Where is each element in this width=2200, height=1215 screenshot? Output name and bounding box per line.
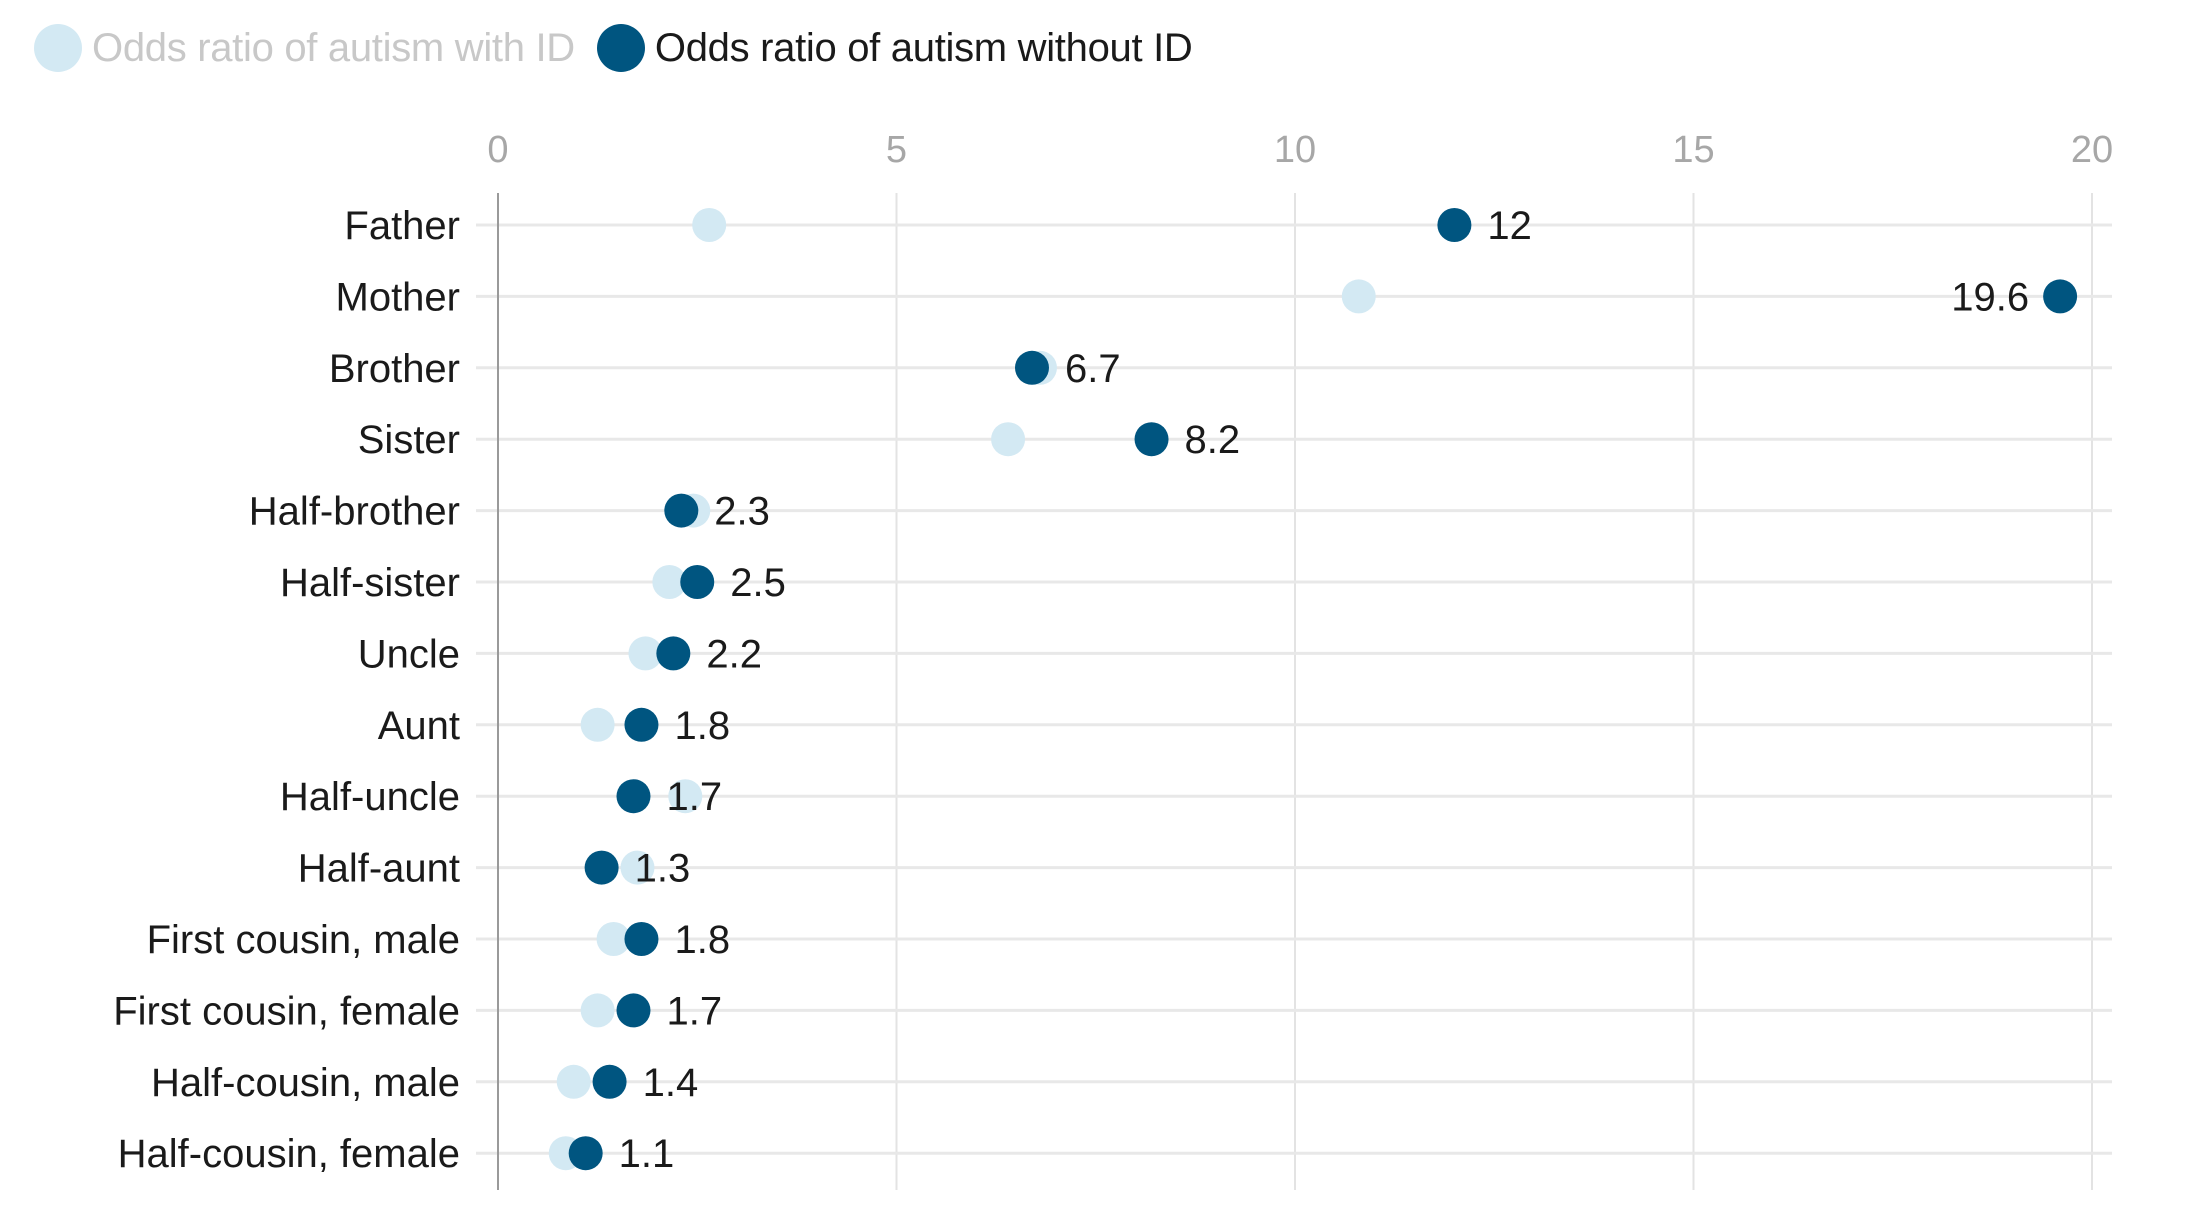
- x-axis: 0 5 10 15 20: [487, 129, 2113, 1190]
- value-label: 1.4: [643, 1061, 699, 1105]
- value-label: 1.7: [666, 775, 722, 819]
- x-tick-label-5: 5: [886, 129, 907, 171]
- dot-without-id: [656, 636, 691, 671]
- dot-without-id: [664, 493, 699, 528]
- dot-with-id: [668, 779, 703, 814]
- row-lines: [476, 223, 2112, 1155]
- dot-without-id: [1134, 422, 1169, 457]
- dot-without-id: [624, 707, 659, 742]
- dot-with-id: [628, 636, 663, 671]
- value-label: 1.7: [666, 989, 722, 1033]
- x-tick-label-0: 0: [487, 129, 508, 171]
- x-tick-label-15: 15: [1672, 129, 1714, 171]
- gridlines: [895, 193, 2093, 1190]
- x-tick-label-10: 10: [1274, 129, 1316, 171]
- legend-item-with-id[interactable]: Odds ratio of autism with ID: [34, 24, 575, 72]
- dot-without-id: [624, 922, 659, 956]
- value-label: 8.2: [1185, 418, 1241, 462]
- dot-with-id: [556, 1064, 591, 1099]
- category-label: First cousin, male: [147, 918, 460, 962]
- dot-with-id: [580, 707, 615, 742]
- legend-swatch-with-id: [34, 24, 82, 72]
- value-label: 2.2: [706, 632, 762, 676]
- x-tick-label-20: 20: [2071, 129, 2113, 171]
- dot-with-id: [991, 422, 1026, 457]
- category-label: Sister: [358, 418, 460, 462]
- category-label: Uncle: [358, 632, 460, 676]
- chart-legend: Odds ratio of autism with ID Odds ratio …: [34, 22, 1215, 74]
- category-label: Mother: [336, 275, 461, 319]
- data-points: [548, 208, 2078, 1171]
- value-label: 1.8: [674, 704, 730, 748]
- value-label: 1.3: [635, 847, 691, 891]
- value-label: 19.6: [1951, 275, 2029, 319]
- category-label: Aunt: [378, 704, 460, 748]
- dot-with-id: [620, 850, 655, 885]
- dot-without-id: [568, 1136, 603, 1171]
- legend-swatch-without-id: [596, 24, 645, 72]
- dot-without-id: [1437, 208, 1472, 242]
- value-labels: 12 19.6 6.7 8.2 2.3 2.5 2.2 1.8 1.7 1.3 1.8 1.7 1.4 1…: [619, 204, 2029, 1176]
- dot-with-id: [692, 208, 727, 242]
- dot-without-id: [616, 779, 651, 814]
- category-label: Half-cousin, female: [118, 1132, 460, 1176]
- dot-without-id: [616, 993, 651, 1028]
- value-label: 2.5: [730, 561, 786, 605]
- value-label: 6.7: [1065, 347, 1121, 391]
- category-label: Half-sister: [280, 561, 460, 605]
- category-label: Brother: [329, 347, 460, 391]
- legend-label-with-id: Odds ratio of autism with ID: [92, 25, 575, 70]
- value-label: 1.8: [674, 918, 730, 962]
- category-label: Half-cousin, male: [151, 1061, 460, 1105]
- value-label: 12: [1487, 204, 1532, 248]
- category-label: First cousin, female: [113, 989, 460, 1033]
- category-label: Half-uncle: [280, 775, 460, 819]
- category-label: Half-brother: [249, 490, 460, 534]
- dot-with-id: [596, 922, 631, 956]
- dot-without-id: [584, 850, 619, 885]
- dot-without-id: [1014, 350, 1049, 385]
- legend-label-without-id: Odds ratio of autism without ID: [654, 25, 1193, 70]
- dot-with-id: [1341, 279, 1376, 314]
- dot-with-id: [652, 565, 687, 599]
- category-labels: Father Mother Brother Sister Half-brother Hal…: [113, 204, 460, 1176]
- dot-with-id: [580, 993, 615, 1028]
- dot-without-id: [2043, 279, 2078, 314]
- value-label: 2.3: [714, 490, 770, 534]
- category-label: Half-aunt: [298, 847, 460, 891]
- legend-item-without-id[interactable]: Odds ratio of autism without ID: [596, 24, 1193, 72]
- category-label: Father: [344, 204, 460, 248]
- dot-without-id: [680, 565, 715, 599]
- dot-without-id: [592, 1064, 627, 1099]
- value-label: 1.1: [619, 1132, 675, 1176]
